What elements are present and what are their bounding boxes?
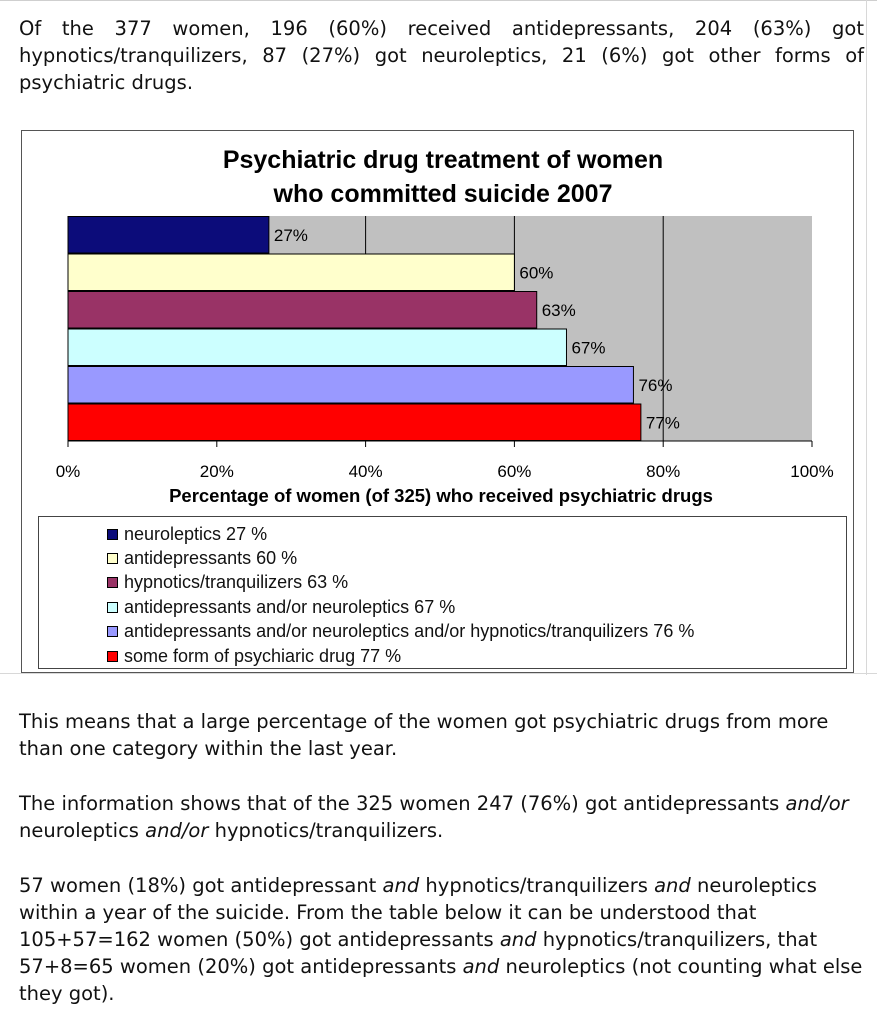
text-run: hypnotics/tranquilizers. [208, 819, 444, 842]
text-run: 57 women (18%) got antidepressant [19, 874, 383, 897]
paragraph-combinations: 57 women (18%) got antidepressant and hy… [19, 872, 864, 1007]
figure-edge-right [866, 0, 867, 675]
legend-swatch [107, 626, 118, 638]
bar [67, 291, 538, 329]
legend-label: antidepressants 60 % [124, 548, 298, 569]
text-run: hypnotics/tranquilizers, that 57+8=65 wo… [19, 928, 818, 978]
legend-label: neuroleptics 27 % [124, 523, 268, 544]
bar-data-label: 63% [542, 301, 576, 320]
emphasis: and [382, 874, 420, 897]
legend-item: neuroleptics 27 % [107, 522, 846, 546]
legend-swatch [107, 553, 118, 565]
chart-legend: neuroleptics 27 % antidepressants 60 % h… [38, 516, 847, 669]
paragraph-multiple-categories: This means that a large percentage of th… [19, 710, 829, 760]
chart-title-line1: Psychiatric drug treatment of women [223, 146, 663, 174]
text-run: neuroleptics within a year of the suicid… [19, 874, 817, 951]
legend-label: some form of psychiaric drug 77 % [124, 645, 402, 666]
legend-label: hypnotics/tranquilizers 63 % [124, 572, 349, 593]
plot-area: 0% 20% 40% 60% 80% 100% 27% 60% 63% 67% 76% 77% [56, 216, 834, 481]
bar-data-label: 60% [519, 263, 553, 282]
bar [67, 253, 515, 291]
legend-swatch [107, 528, 118, 540]
figure-edge-bottom [0, 673, 877, 674]
text-run: The information shows that of the 325 wo… [19, 792, 786, 815]
legend-label: antidepressants and/or neuroleptics and/… [124, 621, 695, 642]
bar [67, 366, 634, 404]
x-tick-label: 80% [646, 462, 680, 481]
paragraph-and-or: The information shows that of the 325 wo… [19, 790, 864, 844]
bar-data-label: 77% [646, 413, 680, 432]
legend-swatch [107, 650, 118, 662]
legend-swatch [107, 577, 118, 589]
chart-title-line2: who committed suicide 2007 [273, 180, 613, 208]
bar-data-label: 27% [274, 226, 308, 245]
legend-item: antidepressants 60 % [107, 546, 846, 570]
intro-paragraph: Of the 377 women, 196 (60%) received ant… [19, 17, 864, 94]
bar [67, 403, 642, 441]
text-run: neuroleptics [19, 819, 146, 842]
x-tick-label: 0% [56, 462, 81, 481]
x-tick-label: 100% [790, 462, 833, 481]
legend-item: antidepressants and/or neuroleptics and/… [107, 620, 846, 644]
emphasis: and/or [785, 792, 849, 815]
emphasis: and [462, 955, 500, 978]
legend-swatch [107, 601, 118, 613]
emphasis: and [499, 928, 537, 951]
legend-item: hypnotics/tranquilizers 63 % [107, 571, 846, 595]
x-tick-label: 60% [497, 462, 531, 481]
bar-chart: Psychiatric drug treatment of women who … [56, 146, 834, 506]
bar [67, 216, 270, 254]
x-tick-label: 20% [200, 462, 234, 481]
legend-item: some form of psychiaric drug 77 % [107, 644, 846, 668]
legend-label: antidepressants and/or neuroleptics 67 % [124, 596, 456, 617]
emphasis: and/or [145, 819, 209, 842]
bar [67, 328, 567, 366]
x-tick-label: 40% [349, 462, 383, 481]
x-axis-title: Percentage of women (of 325) who receive… [169, 485, 713, 506]
legend-item: antidepressants and/or neuroleptics 67 % [107, 595, 846, 619]
top-rule [0, 0, 877, 1]
text-run: neuroleptics (not counting what else the… [19, 955, 863, 1005]
bar-data-label: 76% [638, 376, 672, 395]
text-run: hypnotics/tranquilizers [419, 874, 655, 897]
bar-data-label: 67% [571, 338, 605, 357]
emphasis: and [654, 874, 691, 897]
